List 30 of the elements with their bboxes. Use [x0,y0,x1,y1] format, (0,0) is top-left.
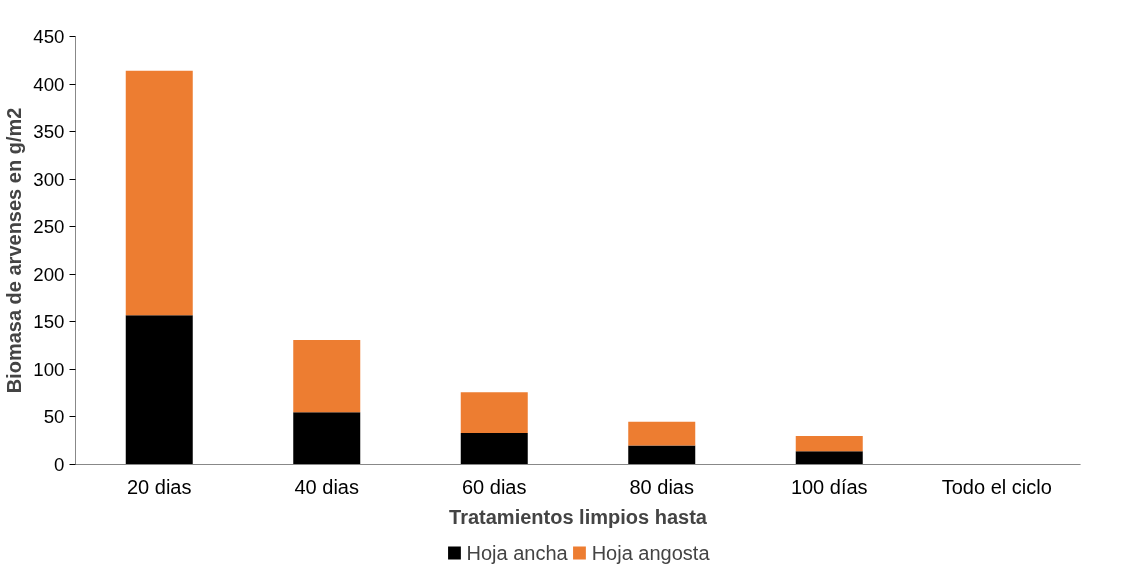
bar [628,445,696,465]
y-tick-label: 450 [33,26,65,47]
x-tick-label: Todo el ciclo [941,475,1052,498]
y-tick-label: 50 [43,406,65,428]
x-tick-label: 100 días [790,475,868,498]
bar [460,433,528,465]
x-tick-label: 80 dias [629,475,694,498]
y-tick-label: 150 [33,311,65,333]
bar [125,315,193,465]
x-tick-label: 60 dias [462,475,527,498]
bar [460,392,528,434]
x-tick-label: 20 dias [127,475,192,498]
y-tick-label: 0 [54,454,65,475]
x-tick-label: 40 dias [294,475,359,498]
legend-label: Hoja angosta [591,541,710,564]
bar [125,70,193,316]
y-tick-label: 300 [33,168,65,190]
y-tick-label: 200 [33,263,65,285]
x-axis-title: Tratamientos limpios hasta [449,505,708,528]
y-tick-label: 100 [33,358,65,380]
y-tick-label: 350 [33,121,65,143]
y-tick-label: 400 [33,73,65,95]
bar [795,435,863,452]
bar [293,339,361,413]
y-tick-label: 250 [33,216,65,238]
y-axis-title: Biomasa de arvenses en g/m2 [3,107,26,394]
bar [628,421,696,446]
legend-label: Hoja ancha [466,541,568,564]
bar [293,412,361,465]
bar [795,451,863,465]
